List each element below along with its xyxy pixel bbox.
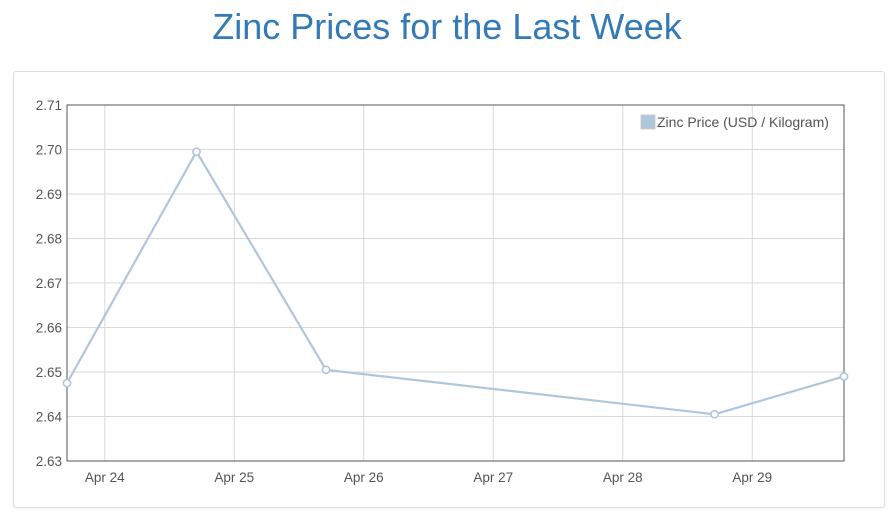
- chart-title: Zinc Prices for the Last Week: [212, 6, 682, 47]
- x-tick-label: Apr 29: [732, 470, 772, 485]
- x-tick-label: Apr 25: [214, 470, 254, 485]
- x-tick-label: Apr 28: [603, 470, 643, 485]
- data-point: [192, 147, 201, 157]
- y-tick-label: 2.66: [36, 321, 62, 336]
- y-tick-label: 2.70: [36, 143, 62, 158]
- grid-lines: [67, 104, 844, 462]
- series-group: [62, 147, 849, 419]
- legend-swatch: [640, 114, 656, 130]
- data-point: [62, 378, 72, 388]
- x-tick-label: Apr 24: [85, 470, 125, 485]
- y-tick-label: 2.69: [36, 187, 62, 202]
- x-tick-label: Apr 26: [344, 470, 384, 485]
- data-point: [321, 365, 331, 375]
- x-axis: Apr 24 Apr 25 Apr 26 Apr 27 Apr 28 Apr 29: [85, 470, 772, 485]
- y-tick-label: 2.71: [36, 98, 62, 113]
- legend-label: Zinc Price (USD / Kilogram): [657, 114, 829, 130]
- data-point: [839, 372, 849, 381]
- data-point: [710, 409, 719, 419]
- legend[interactable]: Zinc Price (USD / Kilogram): [640, 114, 829, 130]
- y-tick-label: 2.68: [36, 232, 62, 247]
- y-tick-label: 2.67: [36, 276, 62, 291]
- y-axis: 2.71 2.70 2.69 2.68 2.67 2.66 2.65 2.64 2.63: [36, 98, 63, 469]
- plot-frame: [66, 104, 845, 462]
- y-tick-label: 2.65: [36, 365, 62, 380]
- chart-panel: [13, 71, 885, 508]
- y-tick-label: 2.64: [36, 410, 63, 425]
- y-tick-label: 2.63: [36, 454, 62, 469]
- x-tick-label: Apr 27: [473, 470, 513, 485]
